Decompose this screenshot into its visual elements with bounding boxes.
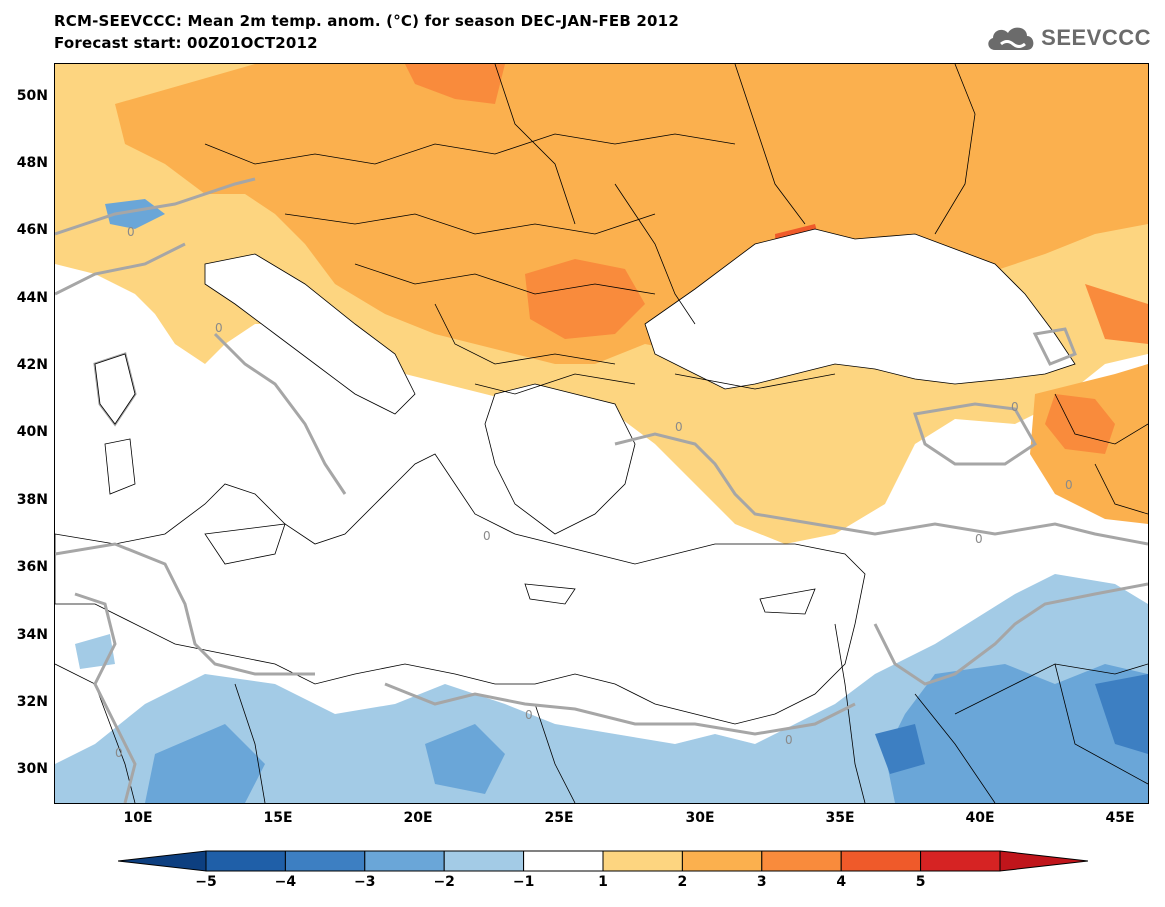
contour-label: 0 bbox=[115, 746, 123, 760]
colorbar-segment bbox=[920, 850, 1001, 872]
lon-label: 25E bbox=[544, 810, 574, 826]
colorbar: −5 −4 −3 −2 −1 1 2 3 4 5 bbox=[117, 848, 1089, 903]
cool-region-small bbox=[105, 199, 165, 229]
colorbar-segment bbox=[681, 850, 763, 872]
anomaly-map: 0 0 0 0 0 0 0 0 0 0 bbox=[55, 64, 1148, 803]
chart-title: RCM-SEEVCCC: Mean 2m temp. anom. (°C) fo… bbox=[54, 12, 679, 30]
seevccc-logo: SEEVCCC bbox=[985, 22, 1151, 54]
cloud-icon bbox=[988, 27, 1034, 50]
cool-region-3to4 bbox=[1095, 674, 1148, 754]
logo-text: SEEVCCC bbox=[1041, 25, 1151, 50]
colorbar-segment bbox=[523, 850, 604, 872]
colorbar-tick-label: −5 bbox=[195, 874, 217, 890]
contour-labels: 0 0 0 0 0 0 0 0 0 0 bbox=[115, 225, 1073, 760]
lat-label: 42N bbox=[16, 357, 48, 373]
warm-region-3to4 bbox=[525, 259, 645, 339]
contour-label: 0 bbox=[1065, 478, 1073, 492]
colorbar-segment bbox=[205, 850, 286, 872]
lat-label: 46N bbox=[16, 222, 48, 238]
islands bbox=[94, 353, 816, 615]
lat-label: 36N bbox=[16, 559, 48, 575]
lon-label: 35E bbox=[825, 810, 855, 826]
lat-label: 30N bbox=[16, 761, 48, 777]
lat-label: 32N bbox=[16, 694, 48, 710]
colorbar-tick-label: 2 bbox=[677, 874, 688, 890]
colorbar-tick-label: 5 bbox=[915, 874, 926, 890]
colorbar-segment bbox=[364, 850, 445, 872]
colorbar-segment bbox=[840, 850, 922, 872]
colorbar-tick-label: 3 bbox=[756, 874, 767, 890]
contour-label: 0 bbox=[483, 529, 491, 543]
lat-label: 40N bbox=[16, 424, 48, 440]
cool-region-2to3-b bbox=[145, 724, 265, 803]
colorbar-segment bbox=[284, 850, 366, 872]
lon-label: 20E bbox=[403, 810, 433, 826]
lon-label: 45E bbox=[1105, 810, 1135, 826]
contour-label: 0 bbox=[675, 420, 683, 434]
lon-label: 40E bbox=[965, 810, 995, 826]
mediterranean-sea bbox=[55, 453, 866, 725]
colorbar-scale bbox=[117, 850, 1089, 872]
colorbar-segment bbox=[443, 850, 525, 872]
adriatic-sea bbox=[204, 253, 416, 415]
contour-label: 0 bbox=[215, 321, 223, 335]
black-sea bbox=[644, 228, 1076, 390]
cool-region-small-c bbox=[75, 634, 115, 669]
warm-region-3to4-d bbox=[1085, 284, 1148, 344]
cool-region-2to3 bbox=[885, 664, 1148, 803]
warm-region-3to4-b bbox=[405, 64, 505, 104]
contour-label: 0 bbox=[525, 708, 533, 722]
colorbar-tick-label: −3 bbox=[354, 874, 376, 890]
colorbar-tick-label: −2 bbox=[433, 874, 455, 890]
lon-label: 30E bbox=[685, 810, 715, 826]
lat-label: 48N bbox=[16, 155, 48, 171]
colorbar-segment bbox=[761, 850, 842, 872]
cool-region-2to3-c bbox=[425, 724, 505, 794]
colorbar-segment bbox=[602, 850, 683, 872]
lon-label: 15E bbox=[263, 810, 293, 826]
lat-label: 50N bbox=[16, 88, 48, 104]
title-block: RCM-SEEVCCC: Mean 2m temp. anom. (°C) fo… bbox=[54, 10, 679, 54]
colorbar-tick-label: 4 bbox=[836, 874, 847, 890]
cool-region-1to2 bbox=[55, 574, 1148, 803]
lat-label: 44N bbox=[16, 290, 48, 306]
map-panel: 0 0 0 0 0 0 0 0 0 0 bbox=[54, 63, 1149, 804]
contour-label: 0 bbox=[1011, 400, 1019, 414]
cool-region-3to4-b bbox=[875, 724, 925, 774]
colorbar-tick-label: −1 bbox=[512, 874, 535, 890]
country-borders bbox=[55, 64, 1148, 803]
contour-label: 0 bbox=[785, 733, 793, 747]
contour-label: 0 bbox=[975, 532, 983, 546]
lat-label: 38N bbox=[16, 492, 48, 508]
colorbar-tick-label: −4 bbox=[274, 874, 297, 890]
colorbar-low-arrow bbox=[117, 850, 207, 872]
colorbar-high-arrow bbox=[999, 850, 1089, 872]
contour-label: 0 bbox=[127, 225, 135, 239]
aegean-sea bbox=[484, 383, 636, 535]
lat-label: 34N bbox=[16, 627, 48, 643]
lon-label: 10E bbox=[123, 810, 153, 826]
colorbar-tick-label: 1 bbox=[598, 874, 608, 890]
forecast-start: Forecast start: 00Z01OCT2012 bbox=[54, 34, 318, 52]
